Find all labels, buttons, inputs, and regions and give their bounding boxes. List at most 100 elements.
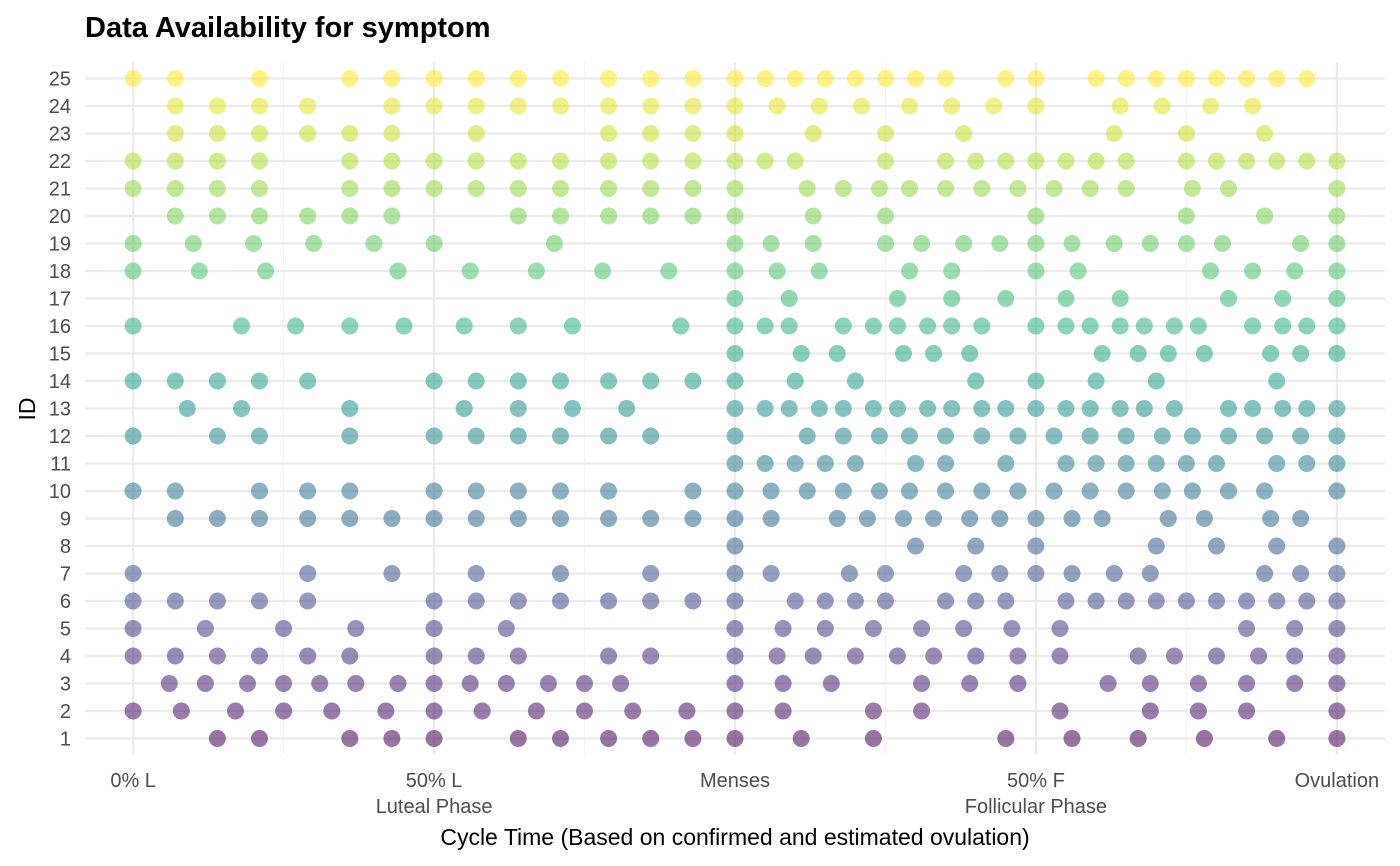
data-point [299, 592, 317, 610]
data-point [251, 125, 268, 142]
data-point [846, 372, 864, 390]
data-point [1328, 400, 1346, 417]
data-point [1328, 537, 1346, 555]
data-point [672, 317, 690, 335]
data-point [425, 620, 443, 637]
data-point [1238, 702, 1256, 720]
data-point [973, 427, 991, 445]
data-point [967, 372, 985, 390]
data-point [245, 235, 262, 252]
data-point [166, 592, 184, 610]
data-point [642, 730, 660, 747]
data-point [1111, 317, 1129, 335]
data-point [124, 180, 142, 197]
data-point [1262, 345, 1280, 362]
data-point [1274, 400, 1292, 417]
data-point [509, 207, 527, 225]
x-axis-title: Cycle Time (Based on confirmed and estim… [440, 824, 1029, 850]
data-point [124, 152, 142, 170]
data-point [600, 647, 618, 665]
data-point [527, 702, 545, 720]
data-point [726, 675, 744, 692]
data-point [208, 647, 226, 665]
data-point [600, 125, 618, 142]
data-point [425, 730, 443, 747]
data-point [251, 510, 268, 527]
data-point [1009, 427, 1027, 445]
data-point [172, 702, 190, 720]
data-point [341, 317, 359, 335]
data-point [877, 125, 894, 142]
data-point [943, 290, 961, 307]
data-point [509, 647, 527, 665]
data-point [166, 125, 184, 142]
data-point [804, 207, 822, 225]
data-point [1195, 345, 1213, 362]
data-point [877, 592, 894, 610]
data-point [858, 510, 876, 527]
data-point [1220, 290, 1237, 307]
y-tick-label: 10 [49, 481, 71, 503]
data-point [786, 70, 804, 87]
data-point [786, 592, 804, 610]
data-point [1087, 455, 1105, 472]
data-point [726, 620, 744, 637]
data-point [684, 372, 702, 390]
data-point [251, 647, 268, 665]
data-point [1328, 152, 1346, 170]
data-point [792, 730, 810, 747]
y-tick-label: 13 [49, 399, 71, 421]
data-point [455, 400, 473, 417]
data-point [774, 675, 792, 692]
data-point [907, 70, 925, 87]
data-point [473, 702, 491, 720]
data-point [816, 70, 834, 87]
data-point [955, 125, 973, 142]
data-point [576, 702, 593, 720]
data-point [1177, 70, 1195, 87]
data-point [1177, 455, 1195, 472]
data-point [1195, 510, 1213, 527]
data-point [1208, 592, 1225, 610]
data-point [937, 70, 955, 87]
data-point [1286, 262, 1304, 280]
data-point [233, 400, 250, 417]
data-point [889, 400, 906, 417]
data-point [467, 152, 485, 170]
data-point [552, 372, 569, 390]
data-point [726, 400, 744, 417]
y-tick-label: 3 [60, 674, 71, 696]
data-point [1129, 345, 1147, 362]
y-tick-label: 22 [49, 151, 71, 173]
data-point [239, 675, 256, 692]
data-point [1208, 152, 1225, 170]
data-point [1165, 317, 1183, 335]
data-point [913, 620, 931, 637]
data-point [124, 427, 142, 445]
data-point [600, 730, 618, 747]
data-point [642, 152, 660, 170]
data-point [166, 372, 184, 390]
data-point [383, 70, 401, 87]
y-tick-label: 12 [49, 426, 71, 448]
data-point [383, 730, 401, 747]
data-point [1268, 537, 1286, 555]
data-point [726, 207, 744, 225]
data-point [1087, 592, 1105, 610]
data-point [545, 235, 563, 252]
data-point [973, 180, 991, 197]
data-point [864, 400, 882, 417]
data-point [251, 207, 268, 225]
data-point [305, 235, 323, 252]
data-point [395, 317, 413, 335]
data-point [1328, 702, 1346, 720]
data-point [600, 180, 618, 197]
data-point [1027, 537, 1045, 555]
data-point [425, 152, 443, 170]
data-point [341, 427, 359, 445]
data-point [840, 565, 858, 582]
data-point [684, 207, 702, 225]
data-point [1117, 455, 1135, 472]
data-point [877, 152, 894, 170]
data-point [1220, 400, 1237, 417]
